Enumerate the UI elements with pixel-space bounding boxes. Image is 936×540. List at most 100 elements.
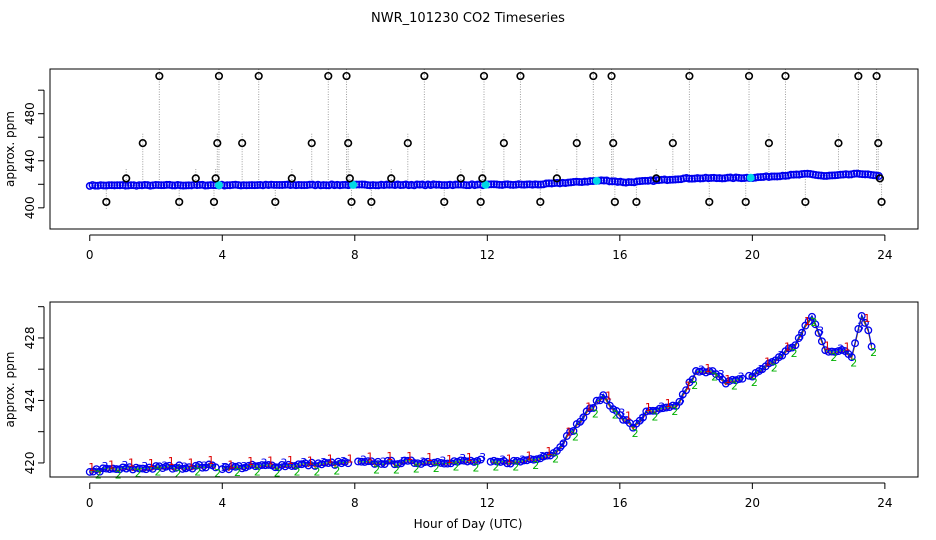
data-point: [715, 174, 724, 183]
y-tick-label: 428: [23, 326, 37, 349]
data-point: [569, 178, 578, 186]
series-symbol: 2: [95, 469, 102, 482]
data-point: [292, 181, 300, 190]
outlier-point: [589, 71, 598, 81]
data-point: [579, 413, 588, 422]
data-point: [867, 342, 876, 351]
data-point: [767, 172, 776, 181]
series-symbol: 3: [618, 407, 625, 420]
outlier-point: [214, 71, 224, 81]
outlier-point: [609, 139, 618, 148]
data-point: [473, 180, 482, 189]
data-point-highlight: [214, 181, 223, 190]
data-point: [602, 396, 611, 405]
data-point: [382, 180, 391, 189]
outlier-point: [744, 71, 754, 81]
x-tick-label: 16: [612, 248, 627, 262]
data-point: [828, 171, 837, 180]
series-symbol: 2: [373, 463, 380, 476]
data-point: [817, 171, 826, 180]
series-symbol: 2: [214, 467, 221, 480]
series-symbol: 2: [453, 461, 460, 474]
series-symbol: 3: [280, 457, 287, 470]
series-symbol: 1: [367, 450, 374, 463]
data-point: [157, 181, 166, 190]
data-point: [99, 181, 108, 190]
data-point: [830, 171, 839, 180]
data-point: [403, 456, 412, 465]
data-point: [462, 181, 471, 190]
data-point: [377, 460, 386, 468]
y-tick-label: 424: [23, 389, 37, 412]
series-symbol: 2: [413, 463, 420, 476]
data-point: [668, 401, 677, 410]
data-point: [195, 181, 204, 189]
data-point: [305, 180, 314, 189]
data-point: [792, 170, 801, 179]
y-tick-label: 440: [23, 149, 37, 172]
data-point: [184, 181, 193, 190]
top-panel-y-label: approx. ppm: [3, 111, 17, 187]
outlier-point: [271, 197, 280, 207]
series-symbol: 1: [108, 458, 115, 471]
data-point: [520, 180, 529, 189]
series-symbol: 1: [645, 401, 652, 414]
series-symbol: 1: [704, 362, 711, 375]
x-tick-label: 4: [218, 248, 226, 262]
data-point: [396, 181, 405, 190]
data-point: [592, 396, 601, 405]
data-point: [735, 375, 744, 384]
series-line-2: [89, 314, 873, 473]
series-symbol: 3: [559, 439, 566, 452]
series-symbol: 1: [208, 454, 215, 467]
outlier-point: [516, 71, 525, 81]
data-point: [162, 180, 171, 189]
data-point: [316, 181, 325, 190]
data-point: [294, 180, 303, 189]
outlier-point: [347, 197, 356, 207]
data-point: [811, 320, 820, 329]
bottom-panel-x-axis: 0 4 8 12 16 20 24: [86, 482, 893, 510]
outlier-point: [499, 139, 508, 148]
data-point: [808, 312, 816, 321]
series-symbol: 3: [857, 321, 864, 334]
series-symbol: 3: [777, 349, 784, 362]
data-point: [575, 177, 584, 186]
series-symbol: 2: [234, 466, 241, 479]
series-symbol: 1: [804, 315, 811, 328]
data-point: [738, 374, 747, 383]
data-point: [855, 170, 864, 178]
data-point: [707, 174, 716, 182]
data-point: [96, 181, 105, 190]
data-point: [415, 180, 424, 189]
series-symbol: 1: [665, 397, 672, 410]
x-tick-label: 16: [612, 496, 627, 510]
outlier-point: [875, 174, 885, 183]
x-tick-label: 8: [351, 248, 359, 262]
series-symbol: 3: [300, 456, 307, 469]
series-symbol: 3: [658, 400, 665, 413]
series-symbol: 2: [830, 351, 837, 364]
data-point: [238, 464, 247, 473]
series-symbol: 2: [492, 460, 499, 473]
data-point: [850, 169, 859, 178]
series-symbol: 3: [678, 393, 685, 406]
data-point: [641, 176, 650, 185]
series-symbol: 1: [227, 459, 234, 472]
top-panel-frame: [49, 68, 919, 230]
series-symbol: 2: [870, 346, 877, 359]
series-symbol: 1: [724, 373, 731, 386]
data-point: [819, 171, 828, 180]
series-symbol: 2: [393, 464, 400, 477]
series-symbol: 1: [605, 389, 612, 402]
series-symbol: 1: [406, 450, 413, 463]
data-point: [723, 173, 732, 182]
data-point: [666, 175, 674, 184]
series-symbol: 3: [420, 456, 427, 469]
outlier-point: [877, 197, 886, 207]
series-symbol: 1: [824, 339, 831, 352]
data-point: [589, 404, 598, 412]
data-point: [264, 461, 273, 469]
data-point: [91, 181, 100, 190]
outlier-point: [175, 197, 184, 207]
